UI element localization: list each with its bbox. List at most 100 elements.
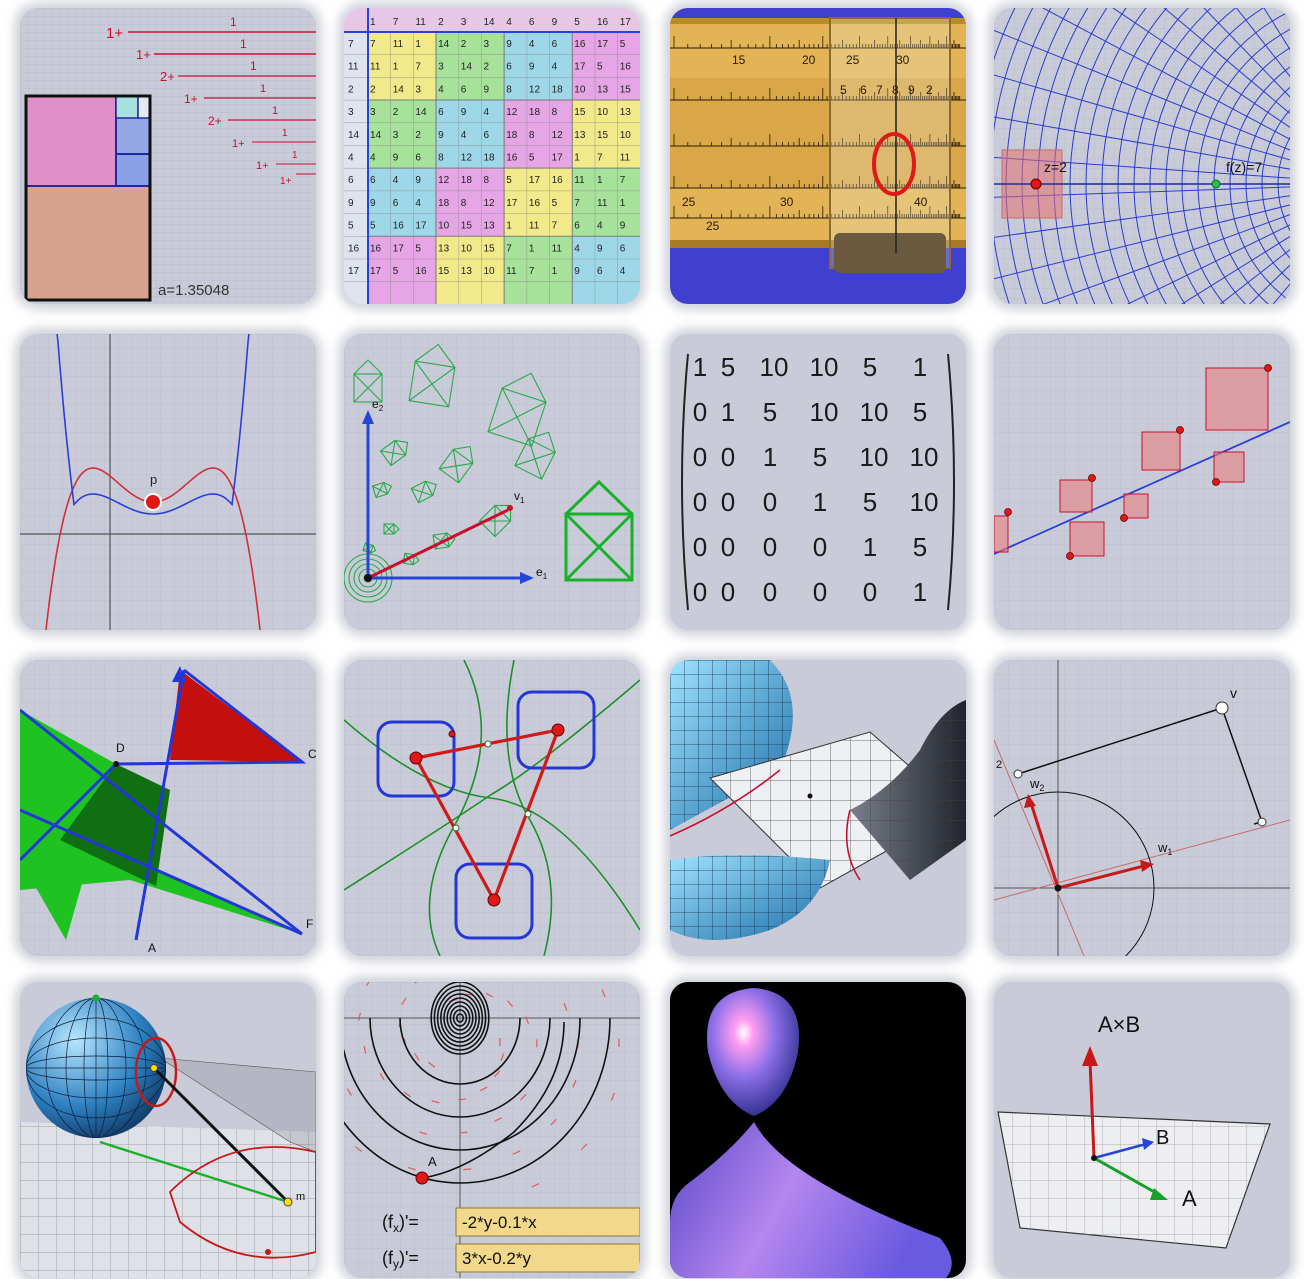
bezier-curves-tile[interactable] (344, 660, 640, 956)
cayley-cell: 15 (597, 130, 609, 141)
cayley-cell: 18 (552, 84, 564, 95)
cayley-cell: 17 (348, 266, 360, 277)
cf-term-6: 1+ (232, 138, 245, 150)
cayley-cell: 14 (461, 62, 473, 73)
pascal-cell: 5 (721, 352, 735, 382)
cayley-cell: 8 (438, 153, 444, 164)
cayley-cell: 5 (370, 221, 376, 232)
cayley-cell: 16 (529, 198, 541, 209)
cayley-cell: 6 (620, 243, 626, 254)
cayley-cell: 1 (393, 62, 399, 73)
cayley-header-cell: 16 (597, 17, 609, 28)
cayley-cell: 11 (552, 243, 563, 254)
sr-bot-num-1: 25 (682, 195, 696, 209)
cf-num-6: 1 (282, 128, 288, 139)
cayley-cell: 1 (620, 198, 626, 209)
pascal-cell: 0 (693, 532, 707, 562)
vector-field-tile[interactable]: A (fx)'= (fy)'= -2*y-0.1*x 3*x-0.2*y (344, 982, 640, 1278)
continued-fraction-tile[interactable]: 1 1+ 1 1+ 1 2+ 1 1+ 1 2+ 1 1+ 1 1 (20, 8, 316, 304)
cayley-cell: 17 (506, 198, 518, 209)
quartic-curve-tile[interactable]: p (20, 334, 316, 630)
cayley-cell: 2 (484, 62, 490, 73)
cayley-cell: 6 (552, 39, 558, 50)
cayley-cell: 1 (552, 266, 558, 277)
cayley-cell: 3 (348, 107, 354, 118)
cayley-cell: 17 (597, 39, 609, 50)
cayley-cell: 2 (370, 84, 376, 95)
cayley-cell: 4 (620, 266, 626, 277)
conformal-map-tile[interactable]: z=2 f(z)=7 (994, 8, 1290, 304)
pascal-cell: 1 (813, 487, 827, 517)
sr-top-num-2: 20 (802, 53, 816, 67)
fx-input[interactable] (455, 1207, 640, 1237)
projection-tile[interactable]: v w2 w1 2 (994, 660, 1290, 956)
cayley-cell: 12 (461, 153, 473, 164)
pascal-cell: 0 (863, 577, 877, 607)
saddle-surface-tile[interactable] (670, 660, 966, 956)
cayley-cell: 15 (461, 221, 473, 232)
cayley-cell: 5 (620, 39, 626, 50)
fz-point[interactable] (1211, 179, 1221, 189)
sphere-projection-graphic: m (20, 982, 316, 1278)
cayley-cell: 4 (461, 130, 467, 141)
svg-text:w1: w1 (1157, 840, 1172, 857)
cross-product-tile[interactable]: A×B B A (994, 982, 1290, 1278)
fy-sub: y (393, 1257, 399, 1271)
cayley-cell: 16 (393, 221, 405, 232)
least-squares-tile[interactable] (994, 334, 1290, 630)
cayley-cell: 10 (438, 221, 450, 232)
pascal-cell: 1 (693, 352, 707, 382)
fx-tail: )'= (399, 1212, 419, 1232)
cayley-cell: 17 (370, 266, 382, 277)
svg-text:e1: e1 (536, 565, 548, 581)
svg-text:w2: w2 (1029, 776, 1044, 793)
pascal-cell: 0 (693, 442, 707, 472)
fy-input[interactable] (455, 1243, 640, 1273)
sphere-projection-tile[interactable]: m (20, 982, 316, 1278)
cayley-cell: 9 (506, 39, 512, 50)
slide-rule-tile[interactable]: 15 20 25 30 5 6 7 8 9 2 25 30 25 40 (670, 8, 966, 304)
sr-mid-num-3: 7 (876, 83, 883, 97)
z-point[interactable] (1030, 178, 1042, 190)
p-label: p (150, 472, 157, 487)
cayley-cell: 6 (393, 198, 399, 209)
cayley-cell: 6 (415, 153, 421, 164)
cayley-table-tile[interactable]: 1 7 11 2 3 14 4 6 9 5 16 17 7 7 11 1 14 2 3 9 4 6 16 17 5 11 11 1 7 3… (344, 8, 640, 304)
proj-2-label: 2 (996, 759, 1002, 771)
cayley-cell: 9 (620, 221, 626, 232)
cayley-cell: 4 (574, 243, 580, 254)
cayley-cell: 3 (415, 84, 421, 95)
pascal-cell: 0 (721, 532, 735, 562)
cayley-cell: 7 (370, 39, 376, 50)
z-label: z=2 (1044, 159, 1067, 175)
saddle-surface-graphic (670, 660, 966, 956)
star-polygon-tile[interactable]: D C A F (20, 660, 316, 956)
cayley-cell: 1 (415, 39, 421, 50)
pascal-cell: 5 (913, 397, 927, 427)
cf-term-1: 1+ (106, 25, 123, 42)
sr-top-num-1: 15 (732, 53, 746, 67)
cayley-cell: 7 (415, 62, 421, 73)
cayley-header-cell: 9 (552, 17, 558, 28)
proj-w2-label: w (1029, 776, 1040, 791)
cayley-cell: 2 (348, 84, 354, 95)
cayley-cell: 3 (370, 107, 376, 118)
cf-num-1: 1 (230, 15, 237, 29)
pascal-matrix-tile[interactable]: 1 5 10 10 5 1 0 1 5 10 10 5 0 0 1 5 10 10 0 0 0 1 5 10 0 0 0 0 1 5 0 0 0… (670, 334, 966, 630)
fx-sub: x (393, 1221, 399, 1235)
cayley-cell: 9 (348, 198, 354, 209)
cf-num-7: 1 (292, 150, 298, 161)
pascal-cell: 10 (860, 397, 889, 427)
p-point[interactable] (144, 493, 162, 511)
cayley-cell: 8 (506, 84, 512, 95)
cayley-cell: 14 (393, 84, 405, 95)
cayley-cell: 16 (552, 175, 564, 186)
surface-render-tile[interactable] (670, 982, 966, 1278)
a-vector-label: A (1182, 1186, 1197, 1211)
star-polygon-graphic: D C A F (20, 660, 316, 956)
cayley-cell: 9 (370, 198, 376, 209)
svg-text:e2: e2 (372, 397, 384, 413)
cayley-cell: 5 (529, 153, 535, 164)
linear-map-tile[interactable]: e2 e1 v1 (344, 334, 640, 630)
cayley-cell: 10 (620, 130, 632, 141)
